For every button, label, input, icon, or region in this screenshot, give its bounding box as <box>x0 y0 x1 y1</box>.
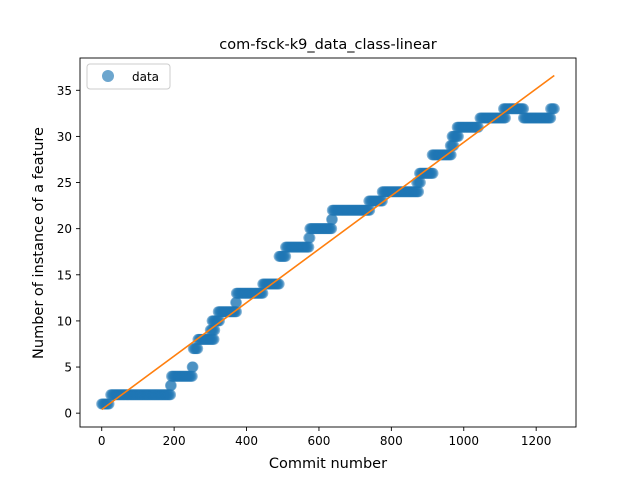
plot-area <box>96 74 560 411</box>
data-point <box>304 232 316 244</box>
data-point <box>187 361 199 373</box>
data-point <box>208 333 220 345</box>
x-tick-label: 200 <box>163 434 186 448</box>
data-point <box>413 186 425 198</box>
chart-title: com-fsck-k9_data_class-linear <box>219 37 437 53</box>
y-tick-label: 10 <box>57 314 72 328</box>
data-point <box>445 149 457 161</box>
data-point <box>273 278 285 290</box>
x-tick-label: 400 <box>235 434 258 448</box>
x-axis-label: Commit number <box>269 456 387 472</box>
legend: data <box>86 63 171 90</box>
x-tick-label: 1200 <box>521 434 552 448</box>
data-point <box>230 296 242 308</box>
axes <box>79 57 577 428</box>
x-tick-label: 1000 <box>448 434 479 448</box>
data-point <box>452 130 464 142</box>
y-axis-label: Number of instance of a feature <box>31 127 47 359</box>
y-tick-label: 5 <box>64 361 72 375</box>
legend-marker <box>102 70 114 82</box>
data-point <box>186 370 198 382</box>
linear-fit-line <box>101 74 555 411</box>
y-tick-label: 15 <box>57 268 72 282</box>
data-point <box>165 379 177 391</box>
x-tick-label: 0 <box>98 434 106 448</box>
data-point <box>326 213 338 225</box>
legend-label-data: data <box>132 70 159 84</box>
y-tick-label: 35 <box>57 84 72 98</box>
data-point <box>414 177 426 189</box>
data-point <box>303 241 315 253</box>
data-point <box>213 315 225 327</box>
data-point <box>165 389 177 401</box>
data-point <box>192 343 204 355</box>
data-point <box>257 287 269 299</box>
y-tick-label: 25 <box>57 176 72 190</box>
axes-frame <box>79 57 577 428</box>
x-tick-label: 800 <box>380 434 403 448</box>
data-point <box>548 103 560 115</box>
tick-marks: 0 200 400 600 800 1000 1200 0 5 10 15 20 25 30 35 <box>57 84 552 448</box>
data-point <box>545 112 557 124</box>
y-tick-label: 20 <box>57 222 72 236</box>
y-tick-label: 0 <box>64 407 72 421</box>
data-point <box>518 103 529 115</box>
x-tick-label: 600 <box>307 434 330 448</box>
data-point <box>280 250 292 262</box>
y-tick-label: 30 <box>57 130 72 144</box>
data-point <box>499 112 511 124</box>
data-point <box>427 167 439 179</box>
data-point <box>326 223 338 235</box>
